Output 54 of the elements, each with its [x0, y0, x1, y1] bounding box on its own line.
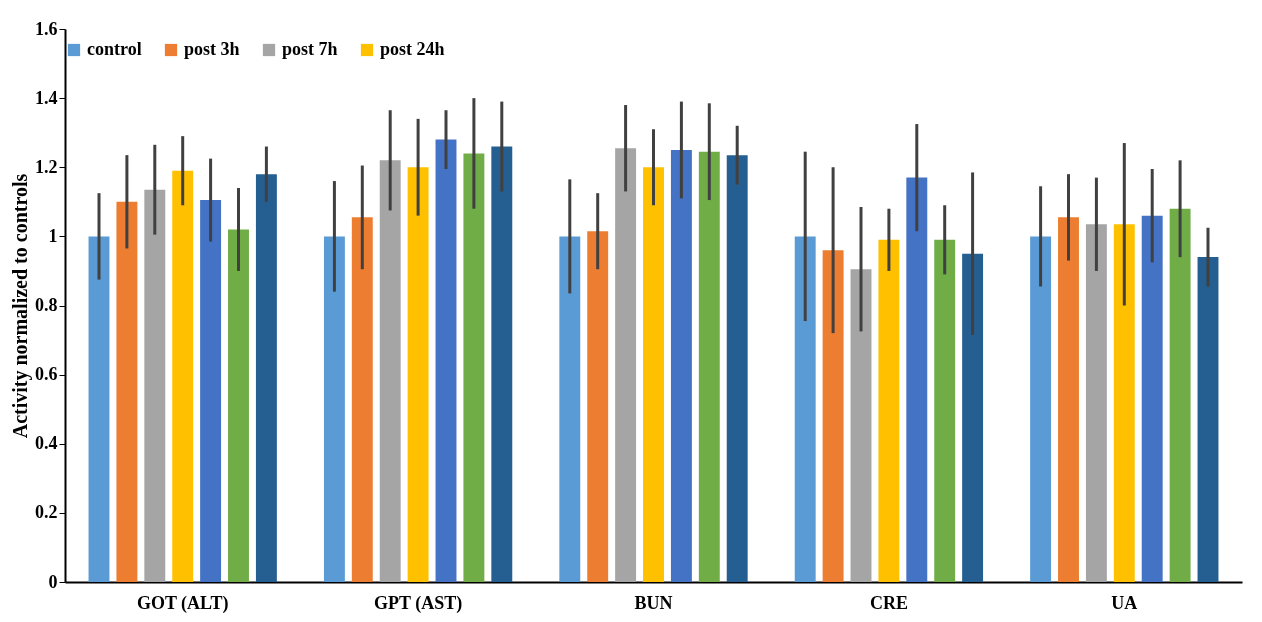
bar: [850, 269, 872, 582]
bar: [1030, 236, 1052, 582]
bar: [491, 146, 513, 582]
bar: [172, 170, 194, 582]
bar: [323, 236, 345, 582]
bar: [615, 148, 637, 582]
legend-label: control: [87, 39, 142, 59]
legend-label: post 24h: [380, 39, 445, 59]
bar: [1113, 224, 1135, 582]
bar: [116, 201, 138, 582]
legend-label: post 3h: [184, 39, 240, 59]
y-tick-label: 1.4: [35, 87, 58, 108]
bar: [1197, 257, 1219, 582]
y-tick-label: 0.4: [35, 433, 58, 454]
y-tick-label: 0: [48, 571, 58, 592]
bar: [144, 189, 166, 582]
bar: [228, 229, 249, 582]
bar: [463, 153, 485, 582]
bar: [1141, 215, 1163, 582]
bar: [1169, 208, 1191, 582]
bar: [379, 160, 401, 582]
bar: [906, 177, 928, 582]
bar: [1085, 224, 1107, 582]
bar: [351, 217, 373, 582]
bar: [200, 200, 222, 582]
y-tick-label: 0.8: [35, 295, 58, 315]
y-tick-label: 1.2: [35, 156, 58, 177]
x-tick-label: GOT (ALT): [136, 592, 229, 614]
x-tick-label: BUN: [634, 592, 673, 613]
y-tick-label: 1.6: [35, 18, 58, 39]
bar: [435, 139, 457, 582]
bar: [255, 174, 277, 582]
y-tick-label: 1: [48, 225, 58, 246]
legend-label: post 7h: [282, 39, 338, 59]
bar: [878, 239, 900, 582]
y-tick-label: 0.6: [35, 364, 58, 385]
y-tick-label: 0.2: [35, 502, 58, 523]
x-tick-label: UA: [1111, 592, 1138, 613]
bar: [559, 236, 581, 582]
bar: [88, 236, 110, 582]
x-tick-label: CRE: [869, 592, 908, 613]
bar: [407, 167, 429, 582]
bar: [794, 236, 816, 582]
bar: [934, 239, 956, 582]
bar: [643, 167, 664, 582]
y-axis-title: Activity normalized to controls: [9, 173, 32, 439]
bar: [698, 151, 720, 582]
bar: [726, 155, 748, 582]
x-tick-label: GPT (AST): [374, 592, 463, 614]
bar: [587, 231, 609, 582]
bar: [962, 253, 984, 582]
bar: [670, 149, 692, 582]
bar: [822, 250, 844, 582]
bar: [1058, 217, 1079, 582]
